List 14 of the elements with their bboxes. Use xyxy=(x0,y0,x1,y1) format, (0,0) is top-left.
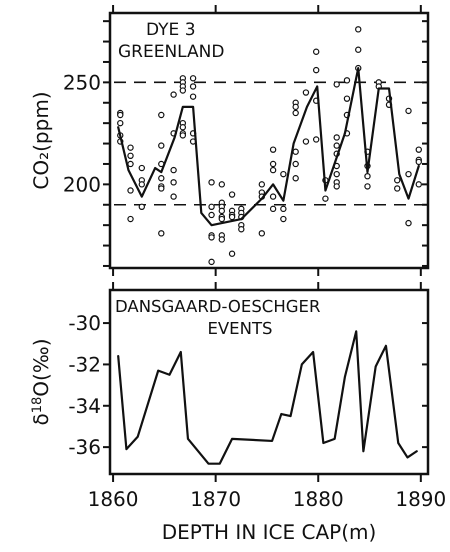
text: DANSGAARD-OESCHGER EVENTS xyxy=(115,297,320,338)
y-tick-label: -34 xyxy=(68,394,101,418)
x-tick-label: 1890 xyxy=(395,487,446,511)
text: DYE 3 GREENLAND xyxy=(118,20,224,62)
x-tick-label: 1880 xyxy=(292,487,344,511)
y-tick-label: -36 xyxy=(68,435,101,460)
x-tick-label: 1870 xyxy=(190,487,242,511)
x-tick-label: 1860 xyxy=(88,487,139,511)
y-tick-label: 250 xyxy=(62,70,101,94)
x-axis-title: DEPTH IN ICE CAP(m) xyxy=(162,520,376,544)
y-tick-label: -32 xyxy=(68,352,101,376)
y-tick-label: -30 xyxy=(68,311,101,336)
y-axis-title: CO₂(ppm) xyxy=(29,91,53,190)
y-tick-label: 200 xyxy=(62,172,101,196)
